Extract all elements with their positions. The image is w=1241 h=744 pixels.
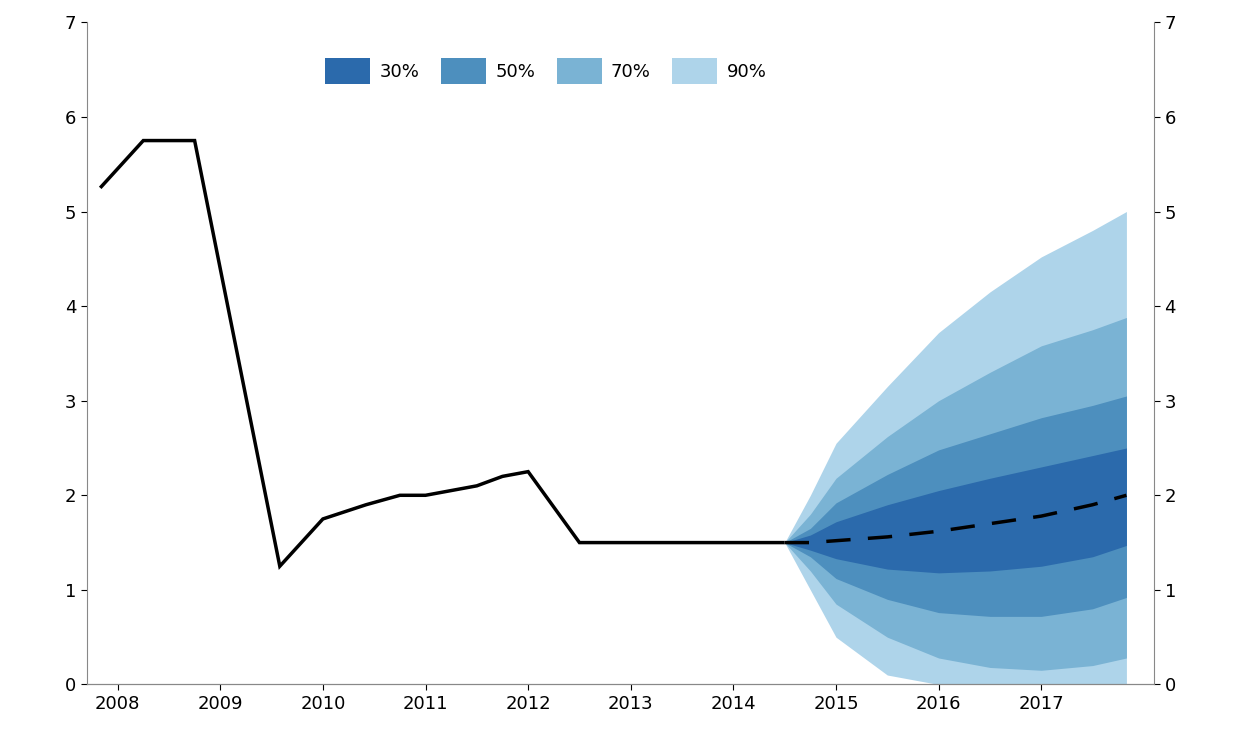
Legend: 30%, 50%, 70%, 90%: 30%, 50%, 70%, 90% (318, 51, 773, 92)
